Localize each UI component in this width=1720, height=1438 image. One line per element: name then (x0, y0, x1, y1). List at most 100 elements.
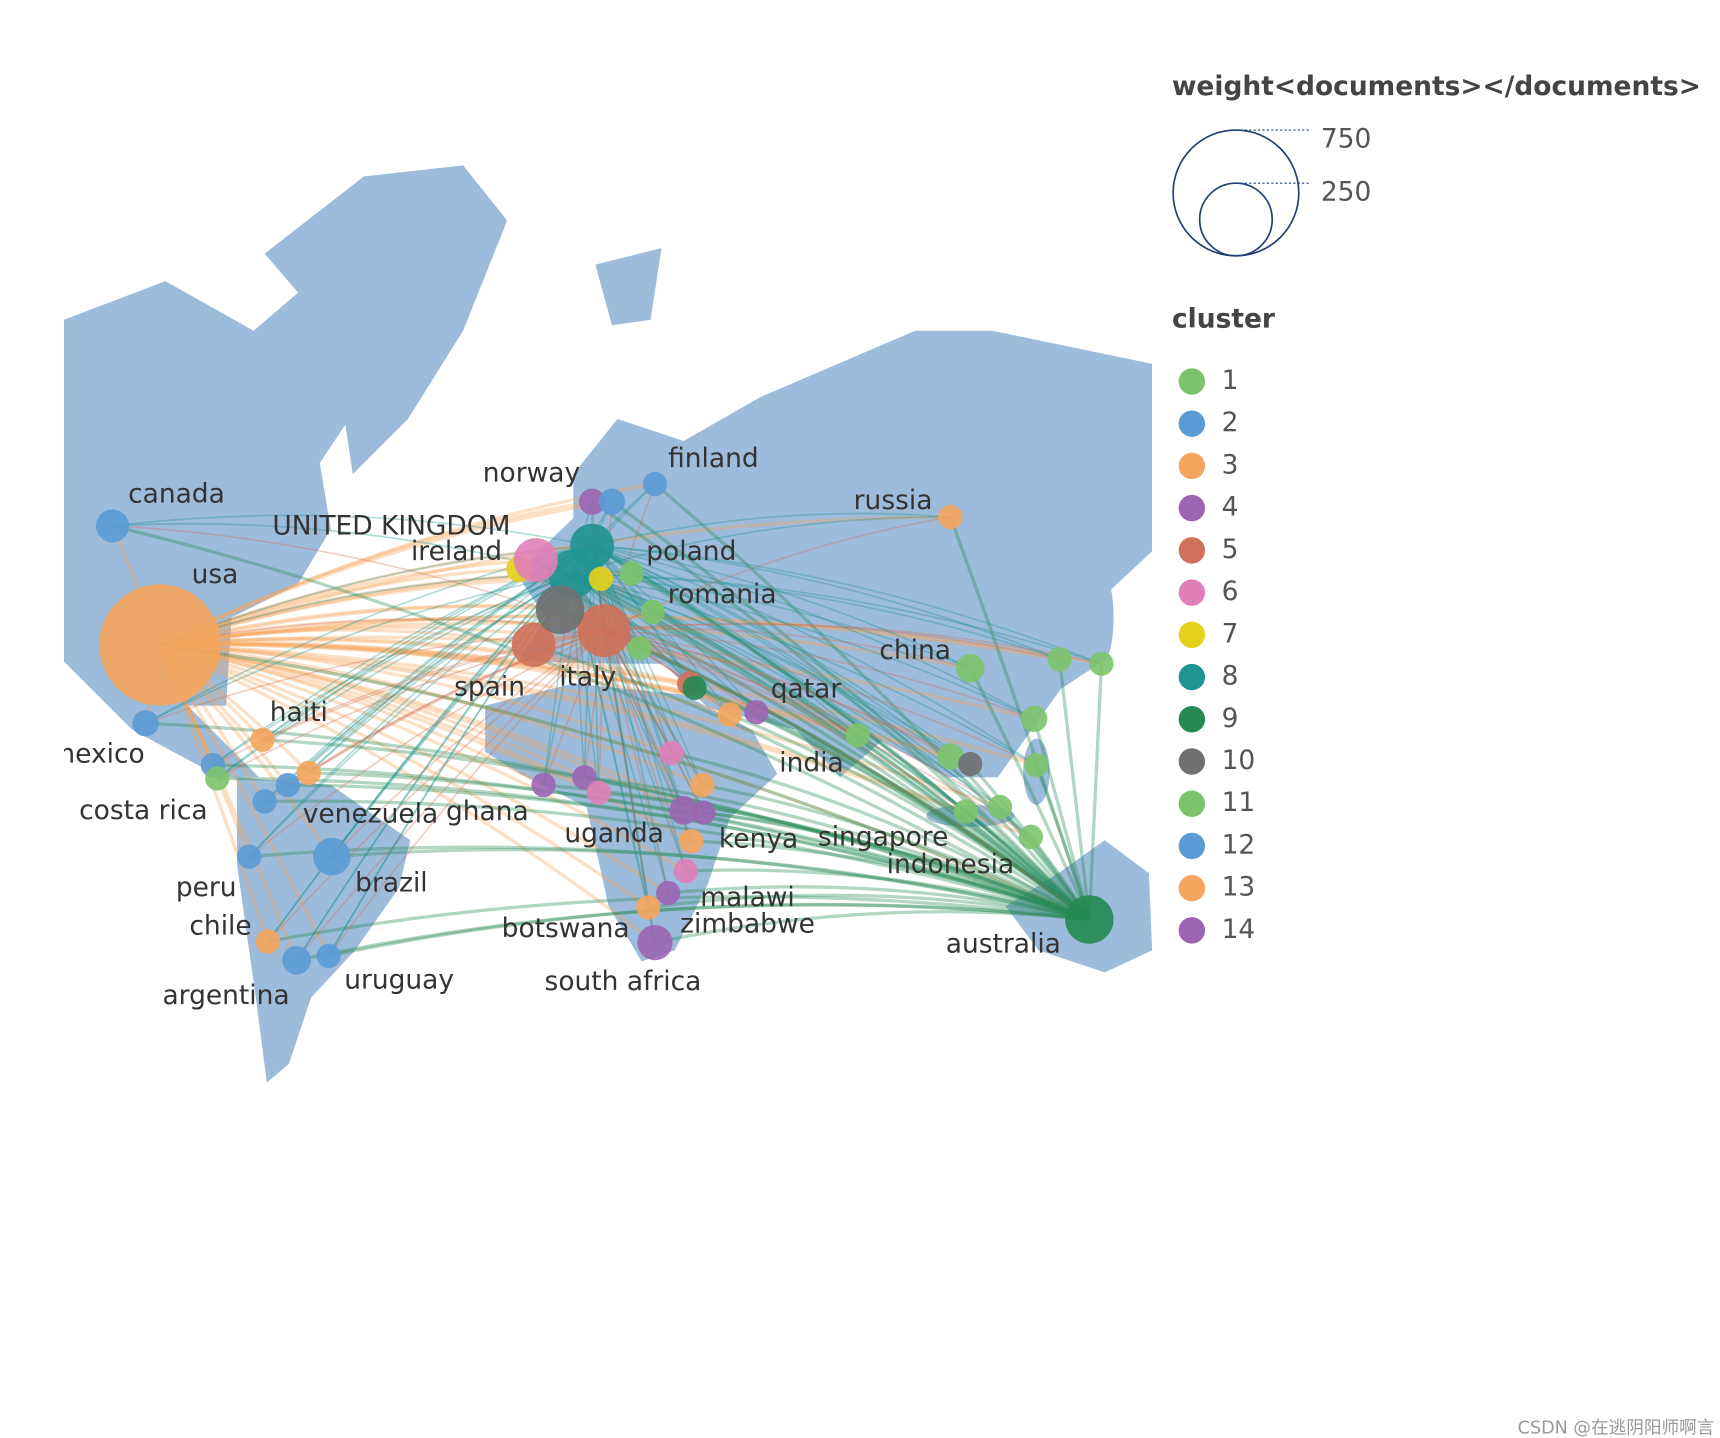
link (159, 643, 705, 815)
node-label: romania (668, 579, 777, 610)
link (598, 791, 1090, 922)
link (651, 610, 1091, 921)
node (637, 925, 673, 961)
node (1047, 647, 1072, 672)
node (642, 471, 668, 497)
node (955, 653, 985, 683)
link (572, 573, 1102, 665)
node (572, 765, 597, 790)
node (316, 943, 341, 969)
legend-swatch (1178, 663, 1206, 691)
link (159, 643, 1091, 921)
link (671, 751, 1091, 921)
link (691, 839, 1090, 922)
node (570, 523, 615, 568)
link (159, 603, 653, 647)
node (282, 945, 311, 975)
legend-label: 10 (1222, 745, 1256, 776)
node-label: ireland (411, 536, 502, 567)
link (295, 630, 605, 961)
link (1032, 718, 1091, 920)
node (717, 702, 743, 727)
link (261, 573, 573, 741)
node (669, 796, 698, 825)
legend-swatch (1178, 874, 1206, 902)
node-label: costa rica (79, 795, 207, 826)
link (331, 847, 1090, 922)
node-label: UNITED KINGDOM (272, 510, 510, 541)
link (159, 642, 731, 717)
node-label: canada (128, 479, 225, 510)
link (112, 522, 573, 576)
node (598, 488, 626, 515)
legend-label: 13 (1222, 872, 1256, 903)
node-label: south africa (545, 966, 702, 997)
node-label: uganda (564, 818, 664, 849)
link (948, 516, 1091, 921)
link (159, 625, 640, 650)
node (132, 710, 159, 737)
link (572, 573, 1037, 766)
link (571, 573, 704, 786)
link (267, 573, 573, 943)
link (249, 845, 1090, 922)
legend-label: 3 (1222, 449, 1239, 480)
node (938, 504, 963, 530)
node-label: singapore (818, 821, 948, 852)
link (604, 629, 1037, 766)
size-legend-label: 250 (1321, 177, 1372, 208)
node (656, 880, 681, 906)
link (328, 902, 1090, 958)
node-label: ghana (446, 796, 529, 827)
node-label: finland (668, 443, 759, 474)
node-label: australia (946, 928, 1061, 959)
link (591, 500, 1091, 921)
node (250, 727, 275, 752)
node-label: italy (559, 662, 616, 693)
link (571, 573, 705, 813)
node (578, 488, 606, 515)
link (703, 810, 1090, 922)
link (572, 573, 1035, 720)
node (1024, 752, 1049, 778)
link (159, 643, 1032, 839)
link (159, 637, 690, 686)
node-label: argentina (162, 980, 289, 1011)
link (112, 524, 1091, 921)
legend-label: 1 (1222, 365, 1239, 396)
link (603, 630, 687, 872)
legend-swatch (1178, 579, 1206, 606)
legend-swatch (1178, 917, 1206, 944)
link (603, 629, 1091, 921)
legend-label: 11 (1222, 787, 1256, 818)
link (603, 629, 967, 813)
link (571, 573, 859, 737)
link (591, 545, 656, 943)
link (159, 643, 650, 909)
link (600, 577, 1091, 921)
link (543, 783, 1090, 922)
node (586, 780, 611, 805)
link (331, 629, 605, 858)
link (603, 629, 1032, 838)
node (636, 895, 661, 920)
node (640, 599, 665, 625)
link (591, 545, 757, 713)
node (659, 740, 684, 766)
node (987, 794, 1013, 820)
link (604, 623, 1102, 665)
legend-label: 14 (1222, 914, 1256, 945)
link (591, 544, 1091, 921)
link (262, 738, 1090, 922)
node (313, 837, 351, 876)
node (511, 622, 556, 667)
legend-label: 9 (1222, 703, 1239, 734)
link (295, 573, 573, 961)
link (248, 629, 605, 858)
legend-swatch (1178, 410, 1206, 437)
link (159, 643, 656, 944)
link (248, 545, 593, 858)
